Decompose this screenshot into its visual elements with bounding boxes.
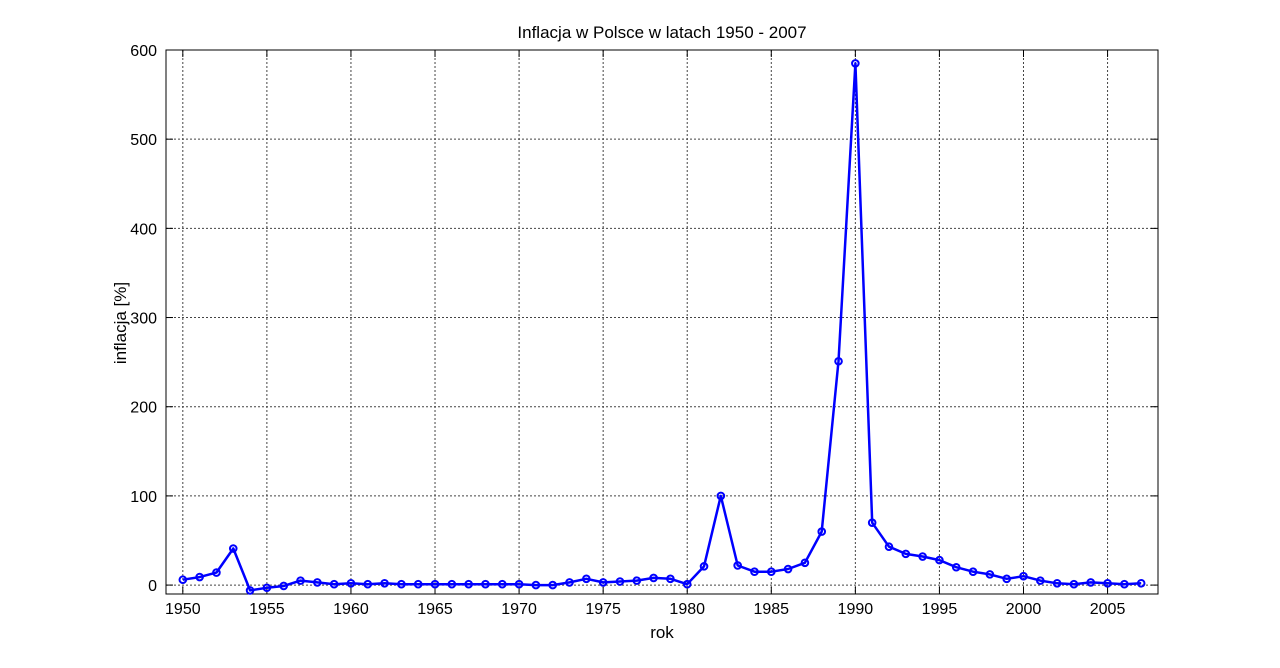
x-tick-label: 1975 bbox=[585, 601, 621, 618]
data-point bbox=[985, 570, 995, 579]
data-point bbox=[329, 579, 339, 589]
y-tick-label: 100 bbox=[130, 489, 157, 506]
data-point bbox=[935, 555, 944, 565]
series-group bbox=[178, 59, 1146, 595]
x-tick-label: 1995 bbox=[922, 601, 958, 618]
data-point bbox=[1103, 578, 1112, 588]
data-point bbox=[1136, 578, 1146, 588]
data-point bbox=[1002, 574, 1011, 584]
data-point bbox=[1069, 579, 1079, 589]
x-tick-label: 1950 bbox=[165, 601, 201, 618]
y-tick-labels: 0 100 200 300 400 500 600 bbox=[130, 43, 157, 595]
data-point bbox=[447, 579, 457, 589]
data-point bbox=[1086, 578, 1096, 587]
grid-lines bbox=[166, 49, 1158, 594]
data-point bbox=[1052, 578, 1062, 588]
data-point bbox=[313, 578, 322, 587]
data-point bbox=[968, 567, 978, 577]
y-tick-label: 500 bbox=[130, 132, 157, 149]
data-point bbox=[565, 578, 574, 587]
data-point bbox=[1036, 576, 1045, 585]
data-point bbox=[615, 577, 625, 586]
data-point bbox=[548, 580, 558, 590]
y-axis-label: inflacja [%] bbox=[111, 282, 130, 364]
data-point bbox=[245, 586, 255, 595]
data-point bbox=[228, 544, 238, 553]
y-tick-label: 200 bbox=[130, 400, 157, 417]
data-point bbox=[834, 356, 843, 366]
data-point bbox=[464, 579, 473, 589]
x-tick-label: 1960 bbox=[333, 601, 369, 618]
x-tick-label: 1965 bbox=[417, 601, 453, 618]
data-point bbox=[884, 542, 894, 552]
y-tick-label: 400 bbox=[130, 221, 157, 238]
chart-title: Inflacja w Polsce w latach 1950 - 2007 bbox=[517, 23, 806, 42]
y-tick-label: 600 bbox=[130, 43, 157, 60]
x-axis-label: rok bbox=[650, 623, 674, 642]
x-tick-label: 1985 bbox=[753, 601, 789, 618]
data-point bbox=[733, 561, 742, 570]
data-point bbox=[346, 578, 356, 588]
data-point bbox=[380, 578, 389, 588]
data-point bbox=[867, 518, 877, 527]
x-tick-label: 1955 bbox=[249, 601, 285, 618]
data-point bbox=[430, 579, 440, 589]
data-point bbox=[682, 579, 692, 589]
x-tick-label: 1970 bbox=[501, 601, 537, 618]
axis-ticks bbox=[166, 49, 1158, 594]
data-point bbox=[363, 579, 373, 589]
y-tick-label: 0 bbox=[148, 578, 157, 595]
data-point bbox=[766, 567, 776, 577]
data-point bbox=[598, 578, 608, 587]
x-tick-label: 2005 bbox=[1090, 601, 1126, 618]
data-point bbox=[750, 567, 759, 577]
data-point bbox=[481, 579, 490, 589]
data-point bbox=[632, 576, 642, 585]
x-tick-labels: 1950 1955 1960 1965 1970 1975 1980 1985 1990 1995… bbox=[165, 601, 1125, 618]
data-point bbox=[716, 491, 726, 501]
data-point bbox=[296, 576, 305, 585]
data-point bbox=[918, 552, 927, 561]
data-point bbox=[666, 574, 675, 584]
data-point bbox=[413, 579, 423, 589]
data-point bbox=[1120, 579, 1129, 589]
data-point bbox=[262, 583, 272, 593]
data-point bbox=[212, 568, 221, 577]
plot-area bbox=[165, 49, 1159, 595]
data-point bbox=[195, 572, 204, 582]
data-point bbox=[279, 581, 288, 591]
data-point bbox=[649, 573, 658, 583]
data-point bbox=[514, 579, 524, 589]
data-point bbox=[531, 580, 541, 590]
data-point bbox=[1019, 571, 1028, 581]
y-tick-label: 300 bbox=[130, 311, 157, 328]
x-tick-label: 1980 bbox=[669, 601, 705, 618]
data-point bbox=[901, 549, 911, 559]
data-point bbox=[851, 59, 860, 68]
x-tick-label: 2000 bbox=[1006, 601, 1042, 618]
data-point bbox=[582, 574, 591, 584]
x-tick-label: 1990 bbox=[838, 601, 874, 618]
data-point bbox=[951, 562, 961, 572]
data-point bbox=[699, 562, 709, 571]
data-point bbox=[783, 564, 793, 574]
data-point bbox=[497, 579, 507, 589]
data-point bbox=[800, 558, 810, 568]
data-point bbox=[817, 527, 827, 536]
series-line bbox=[182, 62, 1142, 592]
data-point bbox=[397, 579, 406, 589]
data-point bbox=[178, 575, 188, 585]
